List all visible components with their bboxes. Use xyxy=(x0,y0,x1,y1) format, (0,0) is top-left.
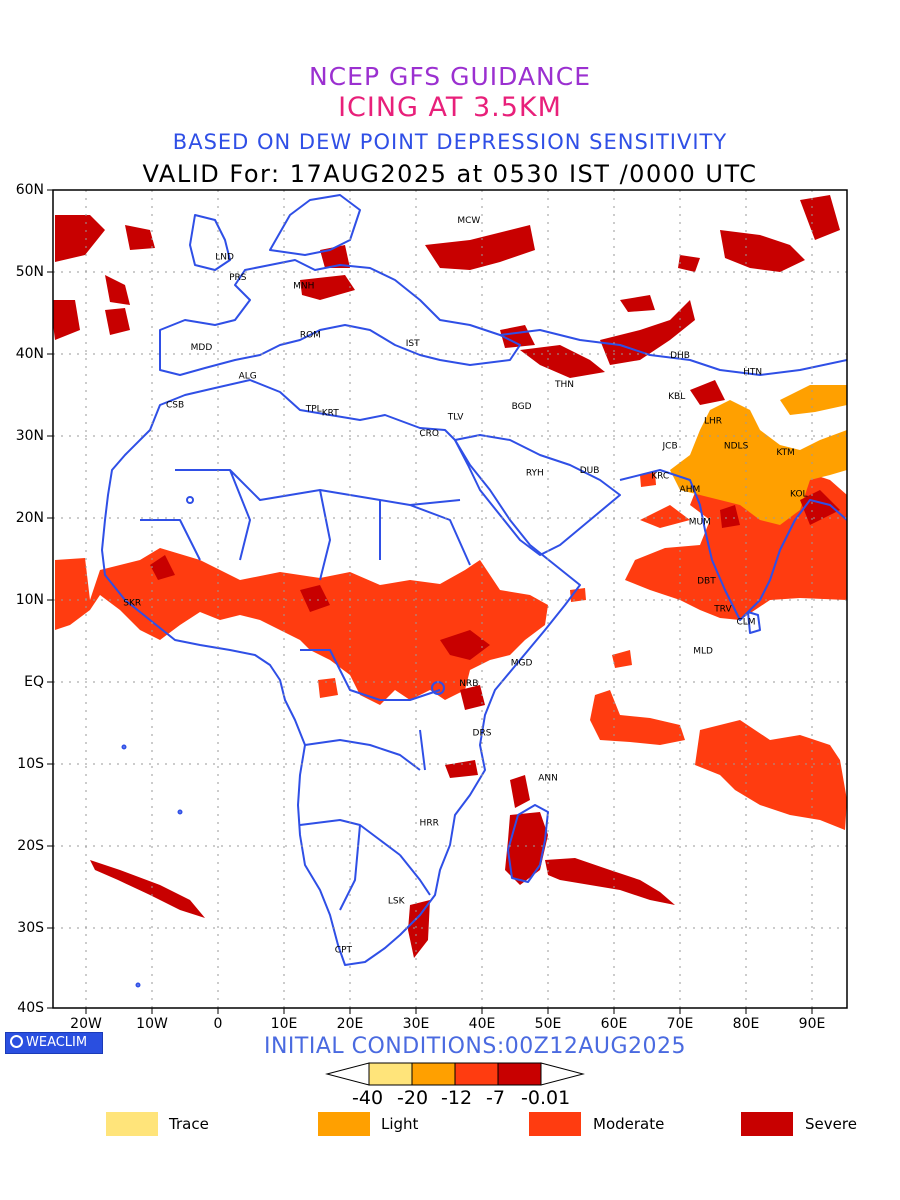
colorbar-tick: -12 xyxy=(441,1087,473,1109)
city-label-ann: ANN xyxy=(538,773,558,783)
icing-severe-north xyxy=(53,195,840,378)
city-label-skr: SKR xyxy=(123,599,141,609)
title-method: BASED ON DEW POINT DEPRESSION SENSITIVIT… xyxy=(172,130,728,154)
lon-label: 10W xyxy=(136,1016,168,1032)
city-label-trv: TRV xyxy=(713,604,732,614)
title-model: NCEP GFS GUIDANCE xyxy=(308,62,591,91)
logo-circle-icon xyxy=(10,1035,23,1048)
logo-text: WEACLIM xyxy=(26,1035,88,1050)
city-label-ahm: AHM xyxy=(680,485,701,495)
city-label-hrr: HRR xyxy=(420,819,439,829)
title-variable: ICING AT 3.5KM xyxy=(338,92,562,123)
city-label-lhr: LHR xyxy=(704,417,722,427)
lon-label: 50E xyxy=(534,1016,562,1032)
city-label-rom: ROM xyxy=(300,331,321,341)
lon-label: 80E xyxy=(732,1016,760,1032)
coastlines xyxy=(101,194,847,988)
lon-label: 0 xyxy=(213,1016,223,1032)
city-label-dub: DUB xyxy=(580,466,600,476)
color-bar xyxy=(325,1062,585,1086)
title-valid-time: VALID For: 17AUG2025 at 0530 IST /0000 U… xyxy=(142,160,758,188)
colorbar-tick: -20 xyxy=(397,1087,429,1109)
city-label-csb: CSB xyxy=(166,400,184,410)
lat-label: 20S xyxy=(17,838,44,854)
city-label-dbt: DBT xyxy=(697,577,716,587)
legend-label-light: Light xyxy=(381,1115,419,1133)
city-label-ktm: KTM xyxy=(776,448,794,458)
city-label-drs: DRS xyxy=(473,728,492,738)
lon-label: 20E xyxy=(336,1016,364,1032)
lat-label: 40N xyxy=(15,346,44,362)
lon-label: 10E xyxy=(270,1016,298,1032)
city-label-ist: IST xyxy=(406,339,420,349)
city-label-tlv: TLV xyxy=(447,413,465,423)
city-label-htn: HTN xyxy=(743,368,762,378)
city-label-jcb: JCB xyxy=(662,441,678,451)
colorbar-tick: -40 xyxy=(352,1087,384,1109)
legend-swatch-moderate xyxy=(529,1112,581,1136)
city-label-nrb: NRB xyxy=(459,679,478,689)
city-label-krt: KRT xyxy=(322,409,340,419)
lat-label: 60N xyxy=(15,182,44,198)
colorbar-tick: -7 xyxy=(486,1087,505,1109)
axis-ticks xyxy=(47,189,813,1014)
city-label-lsk: LSK xyxy=(388,896,406,906)
city-label-krc: KRC xyxy=(651,472,669,482)
city-label-dhb: DHB xyxy=(670,351,690,361)
city-label-tpl: TPL xyxy=(305,404,322,414)
colorbar-tick: -0.01 xyxy=(521,1087,571,1109)
city-label-mgd: MGD xyxy=(511,659,533,669)
icing-light-india xyxy=(670,385,847,525)
lat-label: 10N xyxy=(15,592,44,608)
city-label-bgd: BGD xyxy=(512,402,532,412)
legend-label-moderate: Moderate xyxy=(593,1115,665,1133)
city-label-thn: THN xyxy=(554,380,574,390)
legend-swatch-trace xyxy=(106,1112,158,1136)
icing-severe-south-atlantic xyxy=(90,860,205,918)
city-label-alg: ALG xyxy=(239,372,257,382)
city-label-mdd: MDD xyxy=(191,343,213,353)
map-frame xyxy=(52,189,848,1009)
lat-label: 30N xyxy=(15,428,44,444)
lat-label: 10S xyxy=(17,756,44,772)
city-label-ndls: NDLS xyxy=(724,441,749,451)
city-label-mnh: MNH xyxy=(293,281,314,291)
lat-label: 20N xyxy=(15,510,44,526)
city-label-kol: KOL xyxy=(790,490,808,500)
lon-label: 70E xyxy=(666,1016,694,1032)
lon-label: 90E xyxy=(798,1016,826,1032)
icing-severe-india-patches xyxy=(690,380,840,528)
city-label-lnd: LND xyxy=(215,253,234,263)
icing-severe-africa-patches xyxy=(150,555,490,710)
city-label-clm: CLM xyxy=(736,618,755,628)
city-label-cpt: CPT xyxy=(335,946,353,956)
city-label-ryh: RYH xyxy=(526,468,544,478)
city-label-mcw: MCW xyxy=(457,216,480,226)
lon-label: 60E xyxy=(600,1016,628,1032)
legend-swatch-severe xyxy=(741,1112,793,1136)
city-label-prs: PRS xyxy=(229,273,247,283)
icing-moderate-indian-ocean xyxy=(590,690,847,830)
icing-fields xyxy=(53,195,847,958)
city-label-kbl: KBL xyxy=(668,392,685,402)
lat-label: EQ xyxy=(24,674,44,690)
city-labels: MCW LND PRS MNH ROM IST MDD ALG CSB TPL KRT CRO TLV B… xyxy=(123,216,807,956)
lon-label: 30E xyxy=(402,1016,430,1032)
legend-label-severe: Severe xyxy=(805,1115,857,1133)
lon-label: 40E xyxy=(468,1016,496,1032)
weaclim-logo: WEACLIM xyxy=(5,1032,103,1054)
city-label-cro: CRO xyxy=(419,429,439,439)
lon-label: 20W xyxy=(70,1016,102,1032)
legend-swatch-light xyxy=(318,1112,370,1136)
icing-moderate-africa xyxy=(55,548,548,705)
city-label-mld: MLD xyxy=(693,646,713,656)
gridlines xyxy=(53,190,847,1008)
initial-conditions: INITIAL CONDITIONS:00Z12AUG2025 xyxy=(263,1034,687,1059)
city-label-mum: MUM xyxy=(689,518,711,528)
legend-label-trace: Trace xyxy=(169,1115,209,1133)
lat-label: 50N xyxy=(15,264,44,280)
lat-label: 40S xyxy=(17,1000,44,1016)
lat-label: 30S xyxy=(17,920,44,936)
